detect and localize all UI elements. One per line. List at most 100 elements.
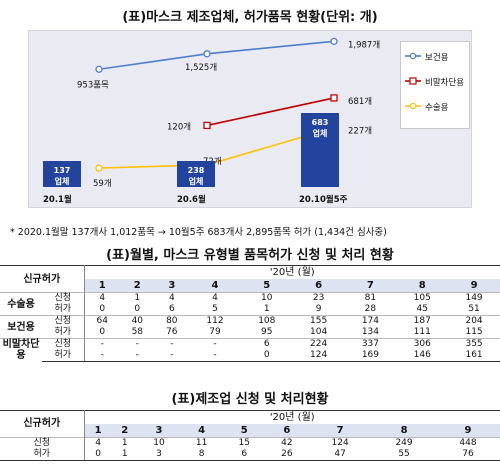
group-label: 수술용 (0, 292, 42, 316)
group-label: 보건용 (0, 315, 42, 339)
table2-month-5: 5 (222, 424, 266, 438)
table-cell: 23 (292, 292, 345, 304)
table-cell: 5 (212, 304, 218, 314)
series-line-1 (206, 97, 335, 127)
table-cell: 42 (265, 437, 309, 449)
table-cell: 80 (154, 315, 190, 327)
bar-unit-0: 업체 (54, 177, 70, 186)
table1-title: (표)월별, 마스크 유형별 품목허가 신청 및 처리 현황 (106, 248, 394, 263)
table-cell: 187 (396, 315, 449, 327)
table-cell: 1 (111, 437, 138, 449)
bar-value-2: 683 (311, 117, 329, 127)
bar-value-1: 238 (187, 166, 205, 175)
category-label-0: 20.1월 (43, 195, 72, 205)
row-type-label: 허가 (42, 304, 85, 316)
table2-month-3: 3 (137, 424, 181, 438)
chart-title: (표)마스크 제조업체, 허가품목 현황(단위: 개) (122, 10, 378, 25)
table-cell: - (120, 338, 155, 350)
table2-title: (표)제조업 신청 및 처리현황 (171, 392, 329, 407)
table-cell: - (154, 338, 190, 350)
table2-month-6: 6 (265, 424, 309, 438)
table-cell: 355 (448, 338, 500, 350)
table-cell: 0 (84, 449, 112, 461)
table-cell: 6 (222, 449, 266, 461)
table1-month-7: 7 (344, 279, 397, 293)
table-cell: 3 (137, 449, 181, 461)
table-cell: 4 (84, 437, 112, 449)
table-row: 허가 0 58 76 79 95 104 134 111 115 (0, 327, 500, 339)
row-type-label: 신청 (42, 315, 85, 327)
bar-0: 137 업체 (43, 161, 81, 187)
series-point-1-2 (330, 94, 338, 102)
series-point-0-2 (330, 37, 338, 46)
table1-month-3: 3 (154, 279, 190, 293)
table-cell: 0 (134, 304, 141, 314)
table2-month-2: 2 (111, 424, 138, 438)
table1-month-9: 9 (448, 279, 500, 293)
table-cell: - (189, 338, 241, 350)
table-cell: 134 (361, 327, 379, 337)
table-cell: 8 (180, 449, 223, 461)
group-label: 비말차단용 (0, 338, 42, 362)
table-cell: 79 (209, 327, 221, 337)
table-cell: 1 (263, 304, 270, 314)
table-cell: - (84, 338, 121, 350)
table-cell: 161 (448, 350, 500, 362)
table-cell: 124 (292, 350, 345, 362)
data-label-0-0: 953품목 (77, 80, 109, 90)
legend-marker-0 (409, 52, 417, 60)
legend-marker-1 (409, 77, 417, 85)
table-row: 수술용 신청 4 1 4 4 10 23 81 105 149 (0, 292, 500, 316)
table1-month-5: 5 (240, 279, 293, 293)
table-cell: 111 (413, 327, 431, 337)
table-cell: 76 (166, 327, 178, 337)
table-cell: - (154, 350, 190, 362)
data-label-0-2: 1,987개 (348, 39, 380, 50)
table1-corner: 신규허가 (0, 265, 85, 293)
chart-legend: 보건용 비말차단용 수술용 (400, 41, 470, 129)
table-cell: 124 (308, 437, 373, 449)
table-cell: 15 (222, 437, 266, 449)
table-cell: 28 (364, 304, 377, 314)
table-cell: 55 (372, 449, 437, 461)
table-cell: 112 (189, 315, 241, 327)
table-cell: 0 (99, 304, 106, 314)
table2-year-header: '20년 (월) (84, 410, 500, 424)
table1-month-2: 2 (120, 279, 155, 293)
table-cell: 104 (310, 327, 328, 337)
row-type-label: 허가 (42, 327, 85, 339)
table-cell: 10 (137, 437, 181, 449)
table-cell: 224 (292, 338, 345, 350)
table-cell: 0 (99, 327, 106, 337)
table-cell: 6 (240, 338, 293, 350)
table-row: 비말차단용 신청 - - - -6 224 337 306 355 (0, 338, 500, 362)
row-type-label: 신청 (42, 338, 85, 350)
bar-1: 238 업체 (177, 161, 215, 187)
bar-layer: 137 업체 20.1월 238 업체 20.6월 683 업체 20.10월5주 (29, 31, 473, 209)
row-type-label: 신청 (0, 437, 85, 449)
table-cell: 47 (308, 449, 373, 461)
table-row: 허가 0 0 6 5 1 9 28 45 51 (0, 304, 500, 316)
table-row: 허가 0 1 3 8 6 26 47 55 76 (0, 449, 500, 461)
legend-label-2: 수술용 (425, 103, 449, 113)
table-cell: 51 (468, 304, 480, 314)
table-cell: 58 (131, 327, 144, 337)
table-cell: 64 (84, 315, 121, 327)
table-row: 보건용 신청 64 40 80 112 108 155 174 187 204 (0, 315, 500, 339)
table1-year-header: '20년 (월) (84, 265, 500, 279)
table2-month-1: 1 (84, 424, 112, 438)
table-cell: 115 (465, 327, 483, 337)
table-cell: 108 (240, 315, 293, 327)
table-cell: 1 (120, 292, 155, 304)
series-point-0-1 (203, 50, 211, 58)
table-cell: 306 (396, 338, 449, 350)
table1-month-4: 4 (189, 279, 241, 293)
legend-label-1: 비말차단용 (425, 78, 465, 88)
table-cell: 9 (315, 304, 322, 314)
table-cell: 155 (292, 315, 345, 327)
data-label-1-2: 681개 (348, 96, 372, 107)
table-cell: 337 (344, 338, 397, 350)
table-cell: 45 (416, 304, 428, 314)
